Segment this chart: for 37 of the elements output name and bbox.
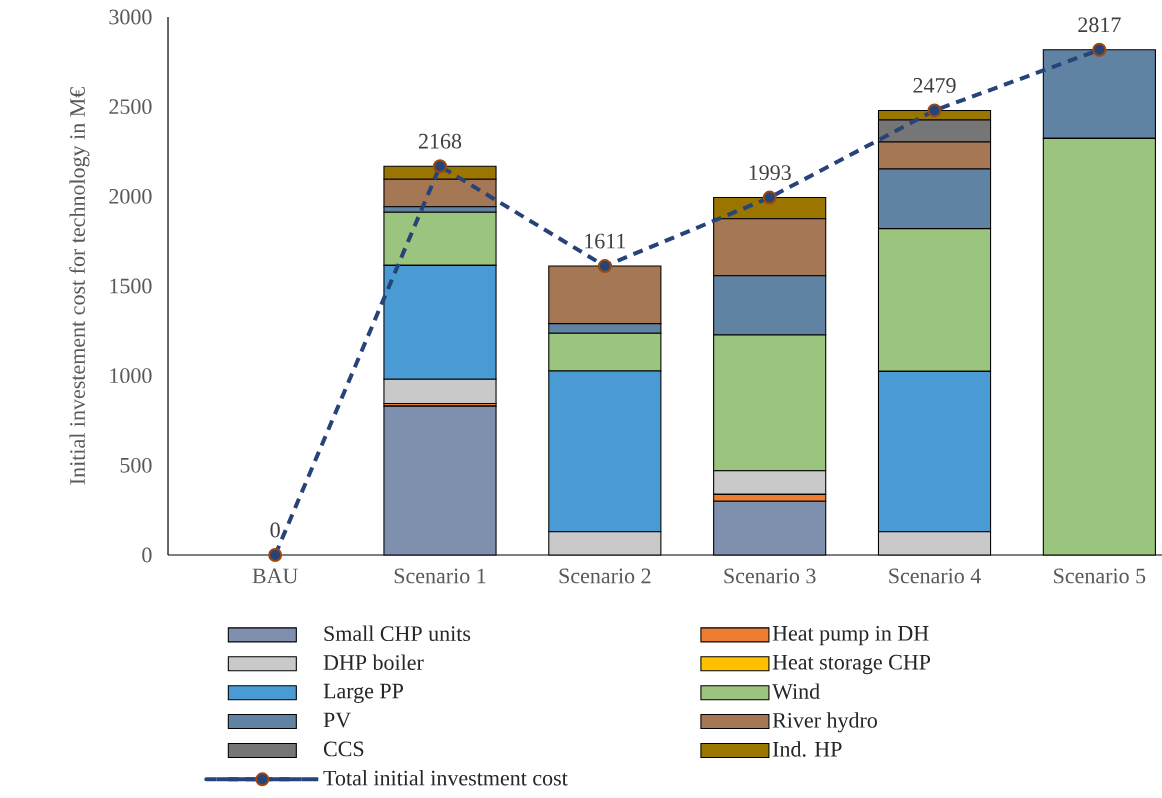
y-tick-label: 1500	[110, 278, 152, 294]
legend-label: Wind	[772, 683, 820, 699]
data-label: 1611	[585, 233, 626, 249]
y-tick-label: 3000	[109, 9, 152, 25]
data-label: 0	[270, 522, 280, 538]
data-label: 1993	[749, 165, 791, 180]
data-label: 2168	[418, 133, 462, 149]
y-tick-label: 500	[120, 457, 152, 473]
x-tick-label: Scenario 5	[1054, 568, 1146, 584]
legend-label: Large PP	[323, 683, 404, 703]
legend-label: Heat pump in DH	[772, 625, 929, 646]
point	[927, 103, 942, 118]
data-label: 2479	[913, 78, 956, 93]
legend-label: Small CHP units	[324, 625, 471, 642]
legend-label: Heat storage CHP	[772, 654, 931, 675]
point	[1092, 42, 1107, 57]
legend-label: Ind. HP	[772, 741, 842, 757]
x-tick-label: Scenario 1	[394, 568, 486, 584]
point	[268, 547, 283, 562]
y-tick-label: 2500	[109, 99, 152, 115]
legend-label: DHP boiler	[323, 654, 424, 670]
x-tick-label: BAU	[252, 568, 298, 584]
y-tick-label: 0	[142, 547, 152, 563]
point	[762, 190, 777, 205]
x-tick-label: Scenario 3	[724, 568, 816, 584]
point	[597, 259, 612, 274]
legend-label: PV	[323, 712, 351, 728]
legend-label: Total initial investment cost	[323, 770, 568, 786]
x-tick-label: Scenario 2	[559, 568, 651, 584]
y-tick-label: 2000	[109, 188, 152, 204]
legend-label: CCS	[323, 741, 364, 757]
y-axis-title: Initial investement cost for technology in M€	[69, 87, 90, 485]
data-label: 2817	[1078, 17, 1121, 33]
legend-label: River hydro	[772, 712, 877, 733]
x-tick-label: Scenario 4	[889, 568, 981, 584]
point	[433, 159, 447, 174]
y-tick-label: 1000	[110, 368, 152, 384]
